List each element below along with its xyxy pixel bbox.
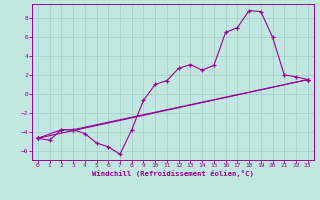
X-axis label: Windchill (Refroidissement éolien,°C): Windchill (Refroidissement éolien,°C) bbox=[92, 170, 254, 177]
